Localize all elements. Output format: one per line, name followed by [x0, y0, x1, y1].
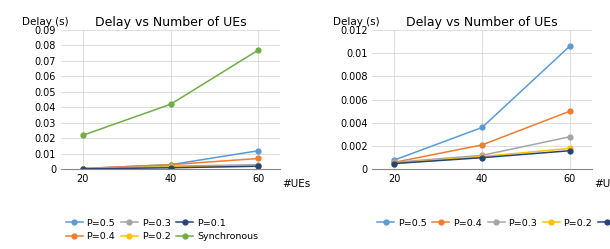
P=0.5: [478, 126, 486, 129]
P=0.2: [255, 165, 262, 168]
P=0.5: [390, 159, 398, 162]
Line: P=0.5: P=0.5: [392, 44, 572, 162]
Line: P=0.1: P=0.1: [392, 148, 572, 166]
P=0.3: [390, 161, 398, 164]
Synchronous: [167, 103, 174, 106]
P=0.1: [566, 149, 573, 152]
P=0.2: [167, 166, 174, 169]
P=0.1: [255, 165, 262, 168]
P=0.3: [167, 165, 174, 168]
P=0.3: [478, 154, 486, 157]
P=0.1: [478, 156, 486, 159]
P=0.2: [79, 167, 87, 170]
P=0.5: [79, 167, 87, 170]
Line: P=0.3: P=0.3: [81, 162, 261, 171]
Legend: P=0.5, P=0.4, P=0.3, P=0.2, P=0.1: P=0.5, P=0.4, P=0.3, P=0.2, P=0.1: [377, 219, 610, 228]
Title: Delay vs Number of UEs: Delay vs Number of UEs: [95, 16, 246, 29]
P=0.1: [79, 167, 87, 170]
P=0.2: [478, 155, 486, 158]
P=0.4: [167, 163, 174, 166]
P=0.2: [566, 147, 573, 150]
Text: Delay (s): Delay (s): [333, 17, 379, 27]
P=0.4: [478, 143, 486, 146]
Line: P=0.2: P=0.2: [392, 146, 572, 166]
Line: P=0.1: P=0.1: [81, 164, 261, 171]
Line: P=0.4: P=0.4: [392, 109, 572, 165]
P=0.4: [390, 161, 398, 164]
Text: #UEs: #UEs: [282, 179, 310, 189]
P=0.1: [390, 162, 398, 165]
P=0.4: [79, 167, 87, 170]
P=0.3: [79, 167, 87, 170]
Line: P=0.4: P=0.4: [81, 156, 261, 171]
P=0.3: [255, 163, 262, 166]
Line: Synchronous: Synchronous: [81, 48, 261, 138]
P=0.4: [255, 157, 262, 160]
P=0.3: [566, 135, 573, 138]
Line: P=0.3: P=0.3: [392, 134, 572, 165]
Line: P=0.2: P=0.2: [81, 164, 261, 171]
P=0.5: [255, 149, 262, 152]
Synchronous: [79, 134, 87, 137]
P=0.4: [566, 110, 573, 113]
Text: Delay (s): Delay (s): [21, 17, 68, 27]
P=0.5: [566, 45, 573, 48]
Legend: P=0.5, P=0.4, P=0.3, P=0.2, P=0.1, Synchronous: P=0.5, P=0.4, P=0.3, P=0.2, P=0.1, Synch…: [66, 219, 258, 241]
Title: Delay vs Number of UEs: Delay vs Number of UEs: [406, 16, 558, 29]
Text: #UEs: #UEs: [594, 179, 610, 189]
Line: P=0.5: P=0.5: [81, 148, 261, 171]
Synchronous: [255, 49, 262, 52]
P=0.1: [167, 166, 174, 169]
P=0.2: [390, 162, 398, 165]
P=0.5: [167, 163, 174, 166]
